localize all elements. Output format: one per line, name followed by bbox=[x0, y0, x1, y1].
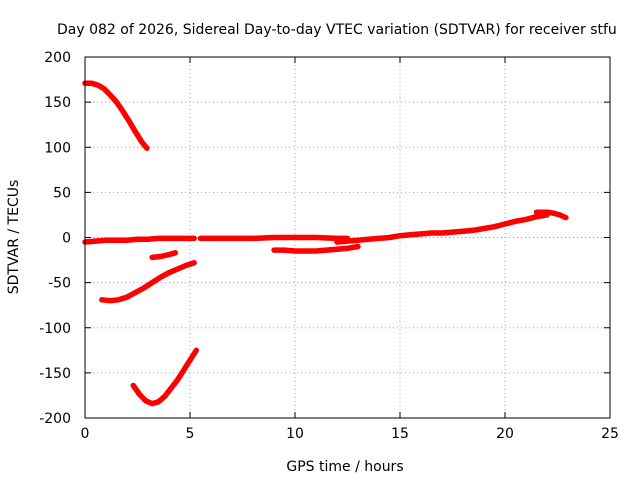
series-arc-main-mid bbox=[197, 234, 351, 242]
tick-layer: 0 5 10 15 20 25 -200 -150 -100 -50 0 50 100 150 200 bbox=[39, 50, 619, 442]
series-arc-bottom bbox=[130, 347, 200, 407]
x-tick-label: 5 bbox=[186, 426, 195, 442]
y-tick-label: 50 bbox=[53, 185, 71, 201]
x-tick-label: 15 bbox=[391, 426, 409, 442]
y-tick-label: 200 bbox=[44, 50, 71, 66]
y-tick-label: -50 bbox=[48, 276, 71, 292]
series-arc-mid-negative bbox=[99, 260, 197, 304]
y-tick-label: 100 bbox=[44, 140, 71, 156]
series-arc-dip-mid bbox=[271, 243, 361, 254]
chart-title: Day 082 of 2026, Sidereal Day-to-day VTE… bbox=[57, 22, 617, 38]
y-tick-label: -100 bbox=[39, 321, 71, 337]
series-layer bbox=[82, 80, 569, 407]
series-arc-main-left bbox=[82, 235, 197, 245]
series-arc-main-right bbox=[334, 212, 550, 245]
y-tick-label: -150 bbox=[39, 366, 71, 382]
x-tick-label: 25 bbox=[601, 426, 619, 442]
series-arc-short-negative bbox=[149, 250, 179, 261]
x-tick-label: 20 bbox=[496, 426, 514, 442]
series-arc-top-left bbox=[82, 80, 150, 151]
y-tick-label: 0 bbox=[62, 231, 71, 247]
x-tick-label: 0 bbox=[81, 426, 90, 442]
y-tick-label: 150 bbox=[44, 95, 71, 111]
y-axis-label: SDTVAR / TECUs bbox=[6, 180, 22, 295]
series-arc-end-right bbox=[533, 209, 569, 221]
x-axis-label: GPS time / hours bbox=[286, 459, 403, 475]
y-tick-label: -200 bbox=[39, 411, 71, 427]
x-tick-label: 10 bbox=[286, 426, 304, 442]
